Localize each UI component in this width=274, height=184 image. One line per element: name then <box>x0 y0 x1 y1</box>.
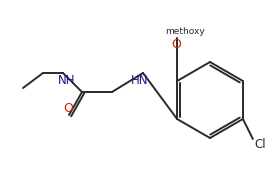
Text: methoxy: methoxy <box>165 26 205 36</box>
Text: NH: NH <box>58 73 76 86</box>
Text: O: O <box>63 102 73 114</box>
Text: HN: HN <box>131 75 149 88</box>
Text: O: O <box>171 38 181 52</box>
Text: Cl: Cl <box>254 137 266 151</box>
